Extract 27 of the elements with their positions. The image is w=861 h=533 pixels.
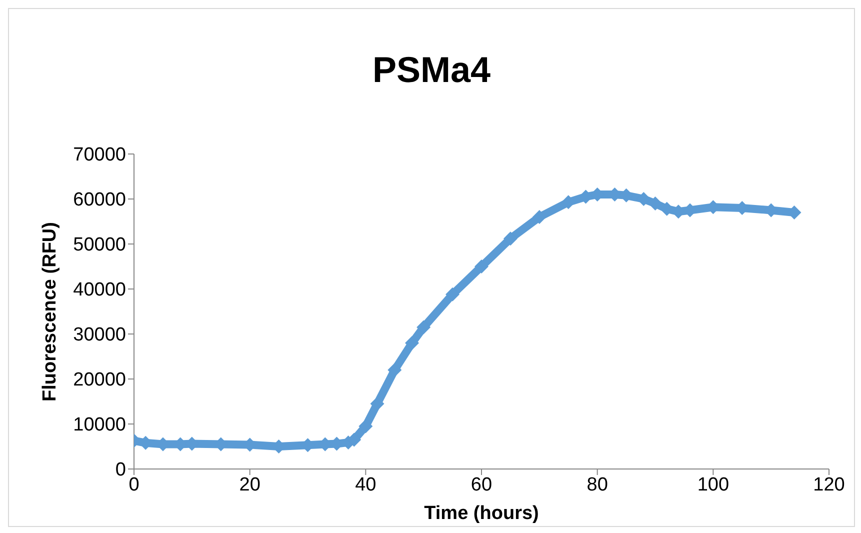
x-tick-label: 20	[239, 474, 260, 496]
y-axis-title: Fluorescence (RFU)	[40, 222, 61, 402]
point	[405, 336, 419, 350]
point	[416, 320, 431, 334]
point	[388, 363, 402, 377]
y-tick-label: 40000	[73, 280, 126, 301]
point	[358, 419, 373, 434]
x-tick-label: 100	[697, 474, 730, 496]
y-tick-label: 10000	[73, 414, 126, 436]
x-tick-label: 80	[586, 474, 608, 496]
y-tick-label: 60000	[73, 190, 126, 211]
point	[370, 396, 384, 411]
point	[532, 210, 546, 224]
y-tick-label: 30000	[73, 324, 126, 346]
point	[474, 260, 488, 274]
y-tick-label: 0	[115, 460, 126, 481]
x-tick-label: 0	[128, 474, 140, 496]
y-tick-label: 50000	[73, 234, 126, 256]
x-tick-label: 120	[813, 474, 845, 496]
point	[446, 287, 460, 302]
y-tick-label: 20000	[73, 370, 126, 391]
x-tick-label: 60	[470, 474, 492, 496]
chart-title: PSMa4	[371, 49, 492, 91]
y-tick-label: 70000	[73, 144, 126, 166]
x-tick-label: 40	[355, 474, 376, 496]
x-axis-title: Time (hours)	[424, 503, 539, 524]
point	[503, 232, 518, 246]
